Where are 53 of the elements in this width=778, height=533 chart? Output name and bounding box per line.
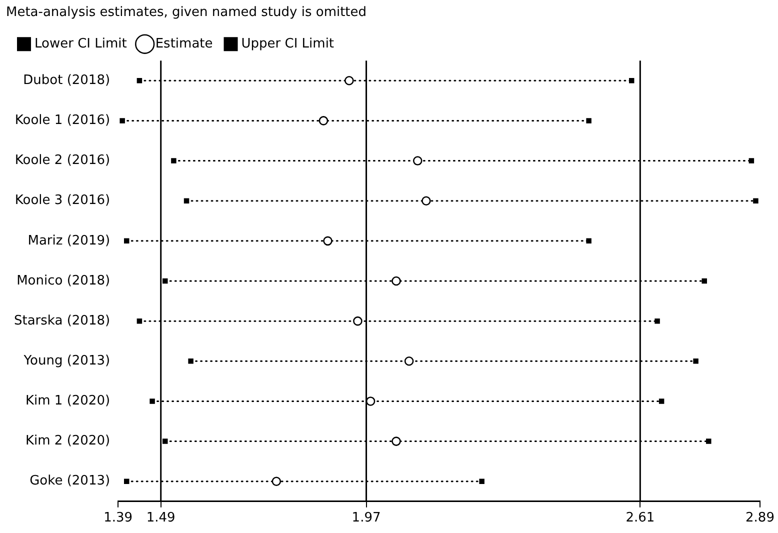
point [124, 238, 130, 244]
x-tick-label: 1.97 [352, 510, 381, 526]
point [162, 278, 168, 284]
y-tick-label: Mariz (2019) [28, 233, 110, 248]
point [586, 118, 592, 124]
y-tick-label: Monico (2018) [16, 273, 110, 288]
point [658, 398, 664, 404]
point [188, 358, 194, 364]
point [318, 116, 328, 126]
y-tick-label: Koole 3 (2016) [14, 193, 110, 208]
x-tick-label: 2.89 [746, 510, 774, 526]
legend-label: Upper CI Limit [241, 36, 334, 52]
y-tick-label: Dubot (2018) [23, 73, 110, 88]
point [702, 278, 707, 284]
legend-label: Lower CI Limit [34, 36, 127, 52]
legend-label: Estimate [155, 36, 213, 52]
point [412, 156, 422, 166]
point [272, 476, 282, 486]
y-tick-label: Koole 2 (2016) [14, 153, 110, 168]
point [171, 158, 176, 164]
point [654, 318, 660, 324]
point [404, 356, 414, 366]
x-tick-label: 1.49 [146, 510, 176, 526]
y-tick-label: Kim 1 (2020) [25, 394, 110, 409]
point [479, 478, 484, 484]
point [162, 438, 168, 444]
point [748, 158, 754, 164]
point [136, 318, 142, 324]
point [628, 78, 634, 84]
y-tick-label: Kim 2 (2020) [25, 434, 110, 449]
point [184, 198, 190, 204]
point [422, 196, 431, 206]
point [392, 276, 401, 286]
point [150, 398, 155, 404]
legend-title: Meta-analysis estimates, given named study is omitted [6, 4, 367, 20]
y-tick-label: Goke (2013) [30, 474, 110, 489]
point [392, 436, 401, 446]
point [586, 238, 592, 244]
point [344, 76, 354, 86]
x-tick-label: 1.39 [104, 510, 133, 526]
y-tick-label: Young (2013) [22, 354, 110, 369]
point [323, 236, 332, 246]
x-tick-label: 2.61 [626, 510, 655, 526]
point [136, 78, 142, 84]
point [353, 316, 362, 326]
point [366, 396, 376, 406]
point [706, 438, 712, 444]
point [693, 358, 698, 364]
point [753, 198, 758, 204]
point [120, 118, 125, 124]
y-tick-label: Koole 1 (2016) [14, 113, 110, 128]
y-tick-label: Starska (2018) [14, 313, 110, 328]
point [124, 478, 130, 484]
